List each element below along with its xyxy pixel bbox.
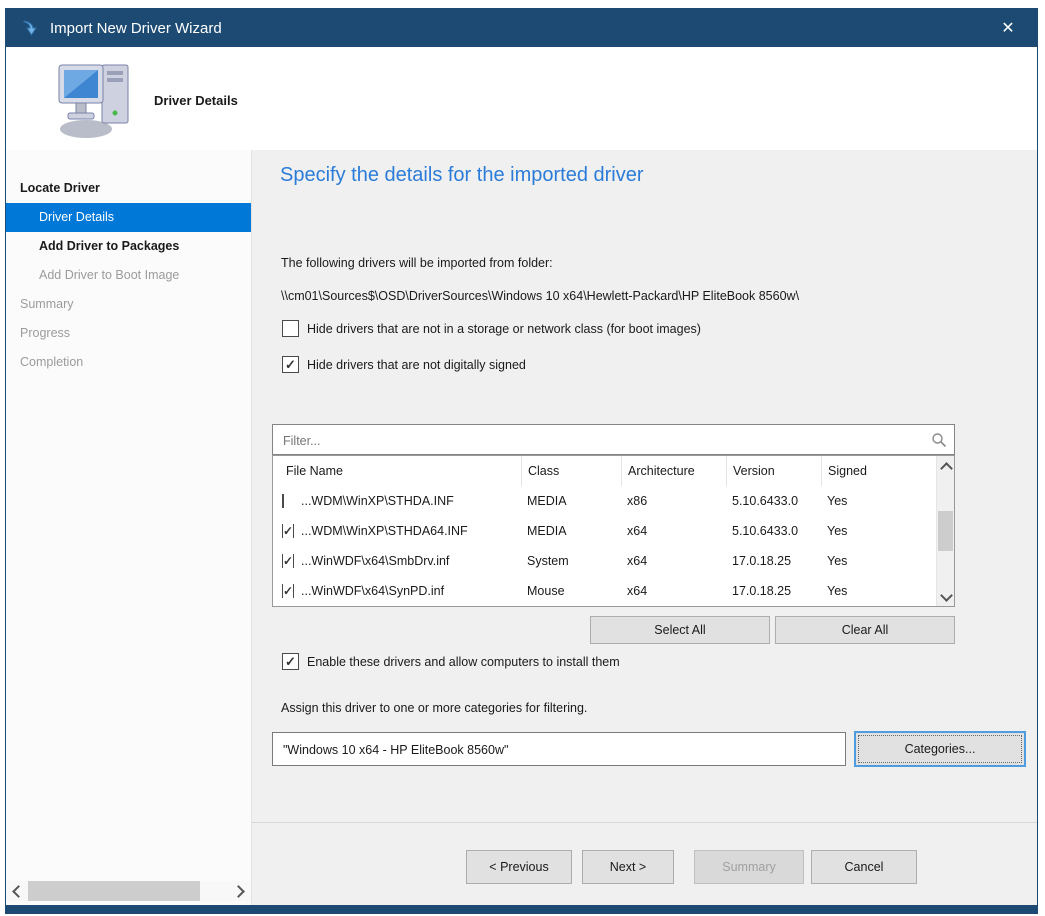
drivers-table: File Name Class Architecture Version Sig… xyxy=(272,455,955,607)
title-bar[interactable]: Import New Driver Wizard ✕ xyxy=(6,9,1037,47)
window-title: Import New Driver Wizard xyxy=(50,19,222,37)
wizard-dialog: Import New Driver Wizard ✕ Dri xyxy=(5,8,1038,914)
cell-signed: Yes xyxy=(827,554,848,568)
previous-button[interactable]: < Previous xyxy=(466,850,572,884)
clear-all-button[interactable]: Clear All xyxy=(775,616,955,644)
next-button[interactable]: Next > xyxy=(582,850,674,884)
hide-storage-checkbox-row[interactable]: Hide drivers that are not in a storage o… xyxy=(282,320,701,337)
table-row[interactable]: ...WDM\WinXP\STHDA.INF MEDIA x86 5.10.64… xyxy=(273,486,954,516)
cell-architecture: x86 xyxy=(627,494,648,508)
column-header-file-name[interactable]: File Name xyxy=(286,464,343,478)
filter-input[interactable] xyxy=(281,425,925,456)
content-heading: Specify the details for the imported dri… xyxy=(280,164,644,186)
wizard-banner: Driver Details xyxy=(6,47,1037,151)
hide-unsigned-checkbox[interactable]: ✓ xyxy=(282,356,299,373)
column-header-signed[interactable]: Signed xyxy=(821,456,901,486)
cell-class: MEDIA xyxy=(527,494,567,508)
cell-version: 17.0.18.25 xyxy=(732,584,792,598)
scrollbar-thumb[interactable] xyxy=(28,881,200,901)
hide-unsigned-checkbox-label: Hide drivers that are not digitally sign… xyxy=(307,357,526,372)
import-arrow-icon xyxy=(20,18,40,38)
sidebar-item-summary: Summary xyxy=(20,297,74,311)
column-header-class[interactable]: Class xyxy=(521,456,621,486)
table-header-row: File Name Class Architecture Version Sig… xyxy=(273,456,954,486)
summary-button: Summary xyxy=(694,850,804,884)
table-row[interactable]: ✓ ...WDM\WinXP\STHDA64.INF MEDIA x64 5.1… xyxy=(273,516,954,546)
cancel-button[interactable]: Cancel xyxy=(811,850,917,884)
sidebar-item-locate-driver[interactable]: Locate Driver xyxy=(20,181,100,195)
scroll-down-icon[interactable] xyxy=(937,587,954,604)
wizard-steps-list: Locate Driver Driver Details Add Driver … xyxy=(6,150,251,377)
computer-icon xyxy=(56,57,140,141)
sidebar-item-add-driver-to-packages[interactable]: Add Driver to Packages xyxy=(39,239,180,253)
cell-version: 5.10.6433.0 xyxy=(732,494,799,508)
sidebar-item-progress: Progress xyxy=(20,326,71,340)
cell-signed: Yes xyxy=(827,584,848,598)
search-icon xyxy=(931,432,947,451)
cell-signed: Yes xyxy=(827,494,848,508)
cell-class: MEDIA xyxy=(527,524,567,538)
row-checkbox[interactable]: ✓ xyxy=(282,554,295,568)
hide-storage-checkbox-label: Hide drivers that are not in a storage o… xyxy=(307,321,701,336)
footer-divider xyxy=(252,822,1037,823)
enable-drivers-checkbox-label: Enable these drivers and allow computers… xyxy=(307,654,620,669)
table-row[interactable]: ✓ ...WinWDF\x64\SynPD.inf Mouse x64 17.0… xyxy=(273,576,954,606)
select-all-button[interactable]: Select All xyxy=(590,616,770,644)
hide-unsigned-checkbox-row[interactable]: ✓ Hide drivers that are not digitally si… xyxy=(282,356,526,373)
scrollbar-thumb[interactable] xyxy=(938,511,953,551)
cell-signed: Yes xyxy=(827,524,848,538)
cell-file-name: ...WDM\WinXP\STHDA.INF xyxy=(301,494,454,508)
cell-version: 5.10.6433.0 xyxy=(732,524,799,538)
cell-architecture: x64 xyxy=(627,554,648,568)
category-input[interactable] xyxy=(281,733,840,767)
filter-box xyxy=(272,424,955,456)
wizard-steps-sidebar: Locate Driver Driver Details Add Driver … xyxy=(6,150,252,905)
table-row[interactable]: ✓ ...WinWDF\x64\SmbDrv.inf System x64 17… xyxy=(273,546,954,576)
cell-class: Mouse xyxy=(527,584,565,598)
sidebar-horizontal-scrollbar[interactable] xyxy=(6,881,251,901)
cell-architecture: x64 xyxy=(627,524,648,538)
row-checkbox[interactable]: ✓ xyxy=(282,584,295,598)
cell-file-name: ...WinWDF\x64\SmbDrv.inf xyxy=(301,554,450,568)
enable-drivers-checkbox[interactable]: ✓ xyxy=(282,653,299,670)
page-title: Driver Details xyxy=(154,93,238,108)
table-vertical-scrollbar[interactable] xyxy=(936,456,954,606)
import-folder-path: \\cm01\Sources$\OSD\DriverSources\Window… xyxy=(281,289,800,303)
row-checkbox[interactable] xyxy=(282,494,284,508)
categories-button[interactable]: Categories... xyxy=(854,731,1026,767)
row-checkbox[interactable]: ✓ xyxy=(282,524,295,538)
sidebar-item-driver-details[interactable]: Driver Details xyxy=(6,203,251,232)
enable-drivers-checkbox-row[interactable]: ✓ Enable these drivers and allow compute… xyxy=(282,653,620,670)
cell-version: 17.0.18.25 xyxy=(732,554,792,568)
cell-file-name: ...WinWDF\x64\SynPD.inf xyxy=(301,584,445,598)
cell-class: System xyxy=(527,554,569,568)
close-icon[interactable]: ✕ xyxy=(1001,20,1015,37)
column-header-version[interactable]: Version xyxy=(726,456,821,486)
scroll-left-icon[interactable] xyxy=(12,885,25,898)
wizard-content: Specify the details for the imported dri… xyxy=(252,150,1037,905)
cell-file-name: ...WDM\WinXP\STHDA64.INF xyxy=(301,524,468,538)
assign-categories-text: Assign this driver to one or more catego… xyxy=(281,701,588,715)
hide-storage-checkbox[interactable] xyxy=(282,320,299,337)
sidebar-item-add-driver-to-boot-image: Add Driver to Boot Image xyxy=(39,268,180,282)
scroll-right-icon[interactable] xyxy=(232,885,245,898)
sidebar-item-completion: Completion xyxy=(20,355,84,369)
category-field-box xyxy=(272,732,846,767)
cell-architecture: x64 xyxy=(627,584,648,598)
scroll-up-icon[interactable] xyxy=(937,458,954,475)
import-folder-intro: The following drivers will be imported f… xyxy=(281,256,553,270)
column-header-architecture[interactable]: Architecture xyxy=(621,456,726,486)
